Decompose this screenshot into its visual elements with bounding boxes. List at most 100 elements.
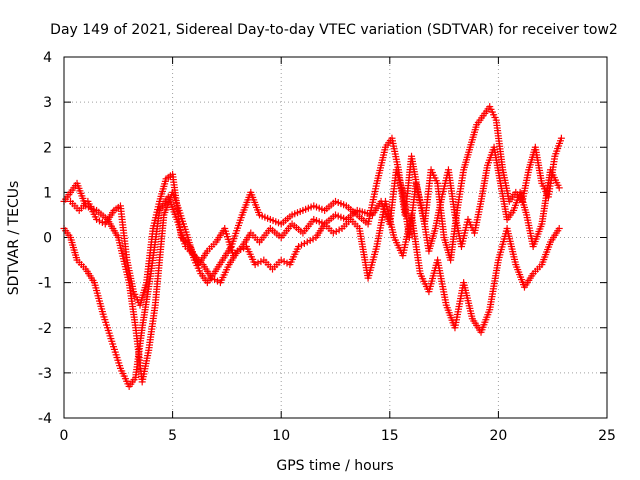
data-point-fill [220, 245, 234, 262]
data-point-fill [109, 340, 124, 370]
data-point-fill [302, 203, 315, 213]
data-point-fill [150, 200, 163, 230]
data-point-fill [218, 263, 232, 284]
data-point [555, 184, 563, 192]
data-point-fill [279, 213, 294, 226]
data-point [555, 224, 563, 232]
data-point-fill [389, 137, 402, 171]
x-tick-label: 20 [489, 428, 507, 444]
data-point-fill [244, 245, 258, 266]
data-point-fill [454, 169, 467, 212]
data-point-fill [539, 241, 554, 266]
data-point-fill [487, 105, 499, 121]
data-point-fill [165, 195, 180, 221]
data-point-fill [493, 119, 506, 171]
data-point-fill [228, 214, 245, 248]
data-point-fill [287, 245, 301, 266]
series-track-c [67, 143, 563, 309]
data-point-fill [143, 227, 157, 284]
data-point-fill [458, 218, 471, 248]
y-tick-label: -1 [38, 276, 52, 292]
data-point-fill [85, 200, 99, 221]
data-point-fill [504, 227, 519, 266]
y-tick-label: 3 [43, 95, 52, 111]
data-point-fill [434, 259, 450, 307]
y-axis-label: SDTVAR / TECUs [6, 181, 22, 296]
data-point-fill [196, 249, 210, 266]
data-point-fill [334, 212, 348, 222]
x-tick-label: 25 [598, 428, 616, 444]
data-point-fill [477, 164, 491, 203]
data-point-fill [445, 168, 459, 216]
data-point-fill [471, 200, 484, 234]
x-tick-label: 0 [60, 428, 69, 444]
data-point-fill [552, 137, 564, 158]
data-point-fill [239, 191, 254, 216]
data-point-fill [156, 177, 169, 203]
data-point-fill [137, 281, 150, 307]
data-point-fill [428, 169, 440, 185]
data-point-fill [169, 173, 185, 239]
y-tick-label: -4 [38, 411, 52, 427]
data-point-fill [426, 227, 439, 253]
y-tick-label: 1 [43, 185, 52, 201]
data-point-fill [365, 245, 380, 279]
x-tick-label: 5 [168, 428, 177, 444]
data-point-fill [254, 258, 265, 267]
data-point-fill [124, 259, 137, 293]
data-point-fill [491, 146, 504, 185]
data-point [557, 134, 565, 142]
data-point-fill [279, 222, 294, 239]
data-point-fill [421, 169, 435, 225]
data-point-fill [393, 168, 406, 194]
data-point-fill [523, 214, 537, 248]
data-point-fill [67, 236, 80, 262]
data-point-fill [355, 213, 370, 226]
data-point-fill [145, 304, 159, 352]
data-point-fill [103, 209, 117, 226]
plot-frame [63, 56, 608, 419]
data-point-fill [75, 258, 88, 271]
y-tick-label: -3 [38, 366, 52, 382]
y-tick-label: -2 [38, 321, 52, 337]
y-tick-label: 0 [43, 231, 52, 247]
data-point-fill [297, 240, 308, 249]
data-point-fill [356, 207, 374, 218]
data-point-fill [497, 182, 511, 221]
data-point-fill [474, 114, 486, 126]
data-point-fill [269, 217, 282, 227]
data-point-fill [345, 208, 359, 222]
data-point-fill [271, 258, 283, 271]
data-point-fill [478, 308, 493, 334]
data-point-fill [200, 263, 214, 280]
data-point-fill [211, 258, 225, 275]
data-points [60, 103, 565, 390]
axis-tick-labels: 0 5 10 15 20 25 -4 -3 -2 -1 0 1 2 3 4 [38, 50, 616, 444]
data-point-fill [519, 168, 532, 203]
data-point-fill [391, 236, 406, 257]
data-point-fill [373, 146, 389, 185]
data-point-fill [467, 123, 480, 149]
x-tick-label: 15 [381, 428, 399, 444]
data-point-fill [548, 168, 562, 189]
data-point-fill [132, 326, 146, 379]
data-point-fill [290, 222, 305, 235]
data-point-fill [460, 146, 473, 171]
y-tick-label: 2 [43, 140, 52, 156]
data-point-fill [530, 222, 545, 248]
data-point-fill [408, 214, 424, 275]
data-point-fill [91, 281, 106, 316]
x-tick-label: 10 [272, 428, 290, 444]
data-point-fill [291, 208, 304, 218]
data-point-fill [62, 227, 73, 239]
data-point-fill [100, 313, 115, 343]
data-point-fill [179, 236, 192, 248]
data-point-fill [83, 267, 97, 284]
data-point-fill [386, 169, 400, 225]
chart-title: Day 149 of 2021, Sidereal Day-to-day VTE… [50, 22, 618, 38]
data-point-fill [460, 281, 476, 320]
y-tick-label: 4 [43, 50, 52, 66]
x-axis-label: GPS time / hours [276, 458, 393, 474]
